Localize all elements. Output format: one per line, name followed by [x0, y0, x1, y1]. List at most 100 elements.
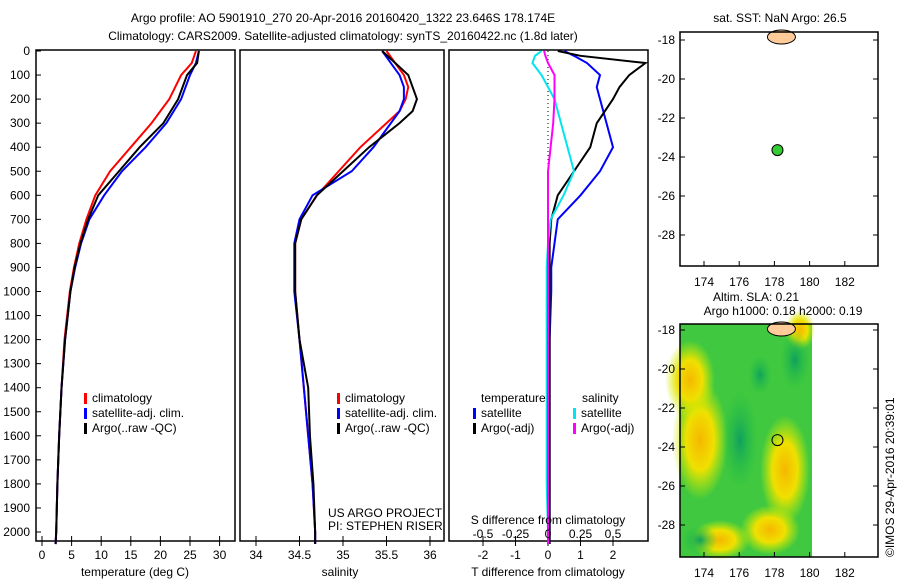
s-tick-label: 0	[545, 527, 552, 541]
depth-tick-label: 800	[10, 236, 30, 250]
legend-title: temperature	[481, 391, 546, 405]
s-tick-label: 0.5	[605, 527, 622, 541]
map-frame	[679, 323, 879, 558]
depth-tick-label: 100	[10, 68, 30, 82]
legend-swatch	[573, 408, 576, 419]
x-tick-label: 1	[577, 548, 584, 562]
timestamp-stamp: ©IMOS 29-Apr-2016 20:39:01	[883, 397, 897, 557]
depth-tick-label: 200	[10, 92, 30, 106]
x-tick-label: 34	[249, 548, 263, 562]
legend-label: Argo(-adj)	[481, 421, 534, 435]
x-tick-label: 36	[423, 548, 437, 562]
temperature-series-2	[54, 50, 200, 545]
title-line1: Argo profile: AO 5901910_270 20-Apr-2016…	[131, 11, 555, 25]
legend-swatch	[473, 408, 476, 419]
argo-location-marker	[771, 434, 784, 447]
legend-label: climatology	[92, 391, 152, 405]
lon-tick-label: 182	[835, 566, 855, 580]
depth-tick-label: 700	[10, 212, 30, 226]
lat-tick-label: -24	[658, 150, 676, 164]
legend-swatch	[84, 423, 87, 434]
x-tick-label: 34.5	[288, 548, 312, 562]
lat-tick-label: -28	[658, 518, 676, 532]
s-tick-label: -0.5	[473, 527, 494, 541]
lon-tick-label: 178	[764, 275, 784, 289]
lat-tick-label: -28	[658, 228, 676, 242]
x-tick-label: 2	[610, 548, 617, 562]
legend-swatch	[337, 408, 340, 419]
sla-blob-low	[780, 330, 810, 390]
depth-tick-label: 1700	[3, 453, 30, 467]
depth-tick-label: 500	[10, 164, 30, 178]
difference-series-0	[548, 50, 615, 545]
depth-tick-label: 1800	[3, 477, 30, 491]
sla-map-title2: Argo h1000: 0.18 h2000: 0.19	[704, 304, 863, 318]
x-tick-label: 35.5	[375, 548, 399, 562]
legend-swatch	[473, 423, 476, 434]
lat-tick-label: -22	[658, 401, 676, 415]
lon-tick-label: 180	[800, 566, 820, 580]
legend-label: satellite-adj. clim.	[92, 406, 184, 420]
lon-tick-label: 174	[694, 566, 714, 580]
lat-tick-label: -26	[658, 189, 676, 203]
legend-label: satellite-adj. clim.	[345, 406, 437, 420]
x-axis-label: T difference from climatology	[471, 565, 625, 579]
sla-blob-high	[740, 505, 800, 555]
legend-label: satellite	[581, 406, 622, 420]
lon-tick-label: 182	[835, 275, 855, 289]
map-frame	[679, 31, 879, 267]
lon-tick-label: 174	[694, 275, 714, 289]
lat-tick-label: -26	[658, 479, 676, 493]
title-line2: Climatology: CARS2009. Satellite-adjuste…	[108, 29, 578, 43]
lon-tick-label: 176	[729, 566, 749, 580]
plots-group: 0100200300400500600700800900100011001200…	[3, 11, 879, 580]
x-tick-label: -2	[478, 548, 489, 562]
s-tick-label: 0.25	[569, 527, 593, 541]
land-fiji	[766, 29, 796, 45]
x-tick-label: 30	[213, 548, 227, 562]
depth-tick-label: 1200	[3, 333, 30, 347]
legend-swatch	[84, 393, 87, 404]
x-tick-label: 0	[545, 548, 552, 562]
depth-tick-label: 1100	[4, 309, 30, 323]
depth-tick-label: 1900	[3, 501, 30, 515]
difference-series-1	[548, 50, 649, 545]
legend-label: Argo(..raw -QC)	[92, 421, 177, 435]
sla-blob-low	[682, 525, 718, 555]
lon-tick-label: 176	[729, 275, 749, 289]
credit-text: US ARGO PROJECT	[328, 506, 443, 520]
lat-tick-label: -20	[658, 362, 676, 376]
sla-blob-low	[722, 390, 758, 490]
lat-tick-label: -24	[658, 440, 676, 454]
legend-swatch	[84, 408, 87, 419]
temperature-panel-frame	[35, 49, 236, 542]
depth-tick-label: 1600	[3, 429, 30, 443]
x-tick-label: 25	[183, 548, 197, 562]
legend-title: salinity	[582, 391, 619, 405]
sst-map-title: sat. SST: NaN Argo: 26.5	[713, 11, 847, 25]
difference-series-3	[543, 50, 556, 545]
legend-swatch	[337, 423, 340, 434]
land-fiji	[766, 321, 796, 337]
depth-tick-label: 1500	[3, 405, 30, 419]
x-tick-label: 20	[154, 548, 168, 562]
salinity-panel-frame	[239, 49, 445, 542]
argo-location-marker	[771, 144, 784, 157]
lon-tick-label: 178	[764, 566, 784, 580]
x-tick-label: 15	[124, 548, 138, 562]
x-axis-label: temperature (deg C)	[81, 565, 189, 579]
legend-label: Argo(..raw -QC)	[345, 421, 430, 435]
sla-map: 174 176 178 180 182 -18 -20 -22 -24 -26 -28	[658, 310, 879, 580]
legend-label: climatology	[345, 391, 405, 405]
legend-label: Argo(-adj)	[581, 421, 634, 435]
x-tick-label: -1	[510, 548, 521, 562]
legend-swatch	[337, 393, 340, 404]
depth-tick-label: 900	[10, 260, 30, 274]
depth-tick-label: 2000	[3, 525, 30, 539]
pi-text: PI: STEPHEN RISER	[328, 519, 443, 533]
depth-tick-label: 600	[10, 188, 30, 202]
sla-blob-low	[748, 355, 772, 395]
legend-label: satellite	[481, 406, 522, 420]
sla-map-title1: Altim. SLA: 0.21	[713, 290, 799, 304]
